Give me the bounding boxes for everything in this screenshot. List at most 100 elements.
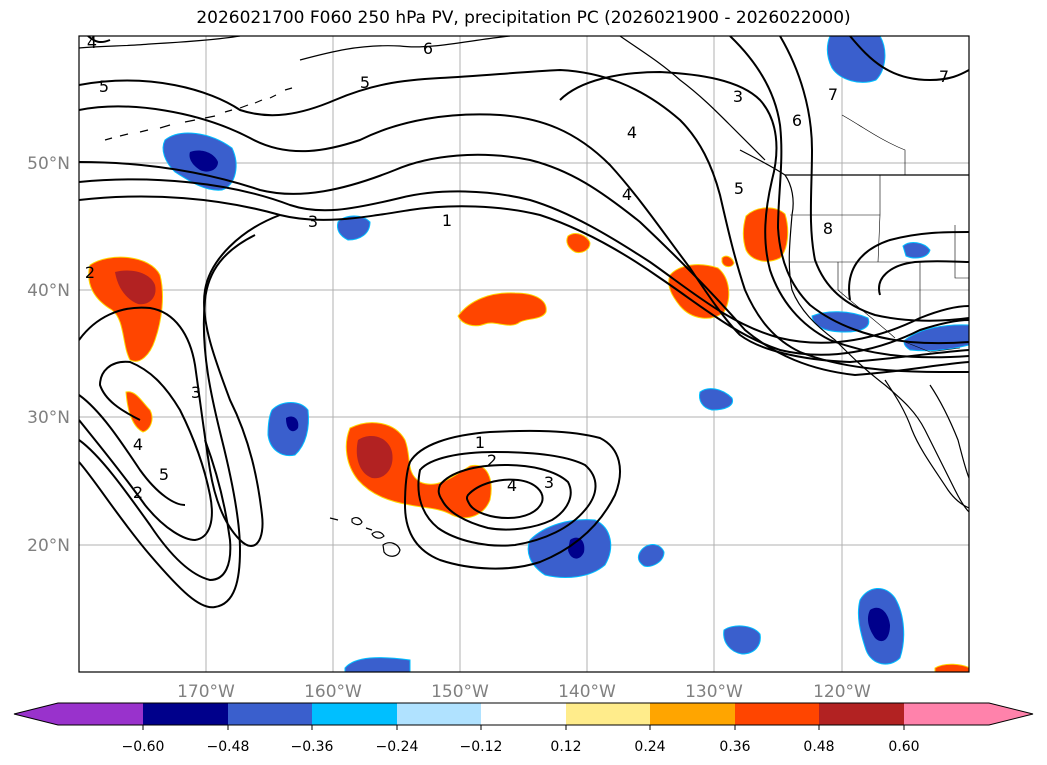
plot-frame [78,35,970,673]
colorbar-segment [312,703,397,725]
colorbar-tick-label: −0.36 [291,739,334,755]
colorbar-segment [904,703,989,725]
lon-label-150w: 150°W [431,682,489,702]
pv-contour-6 [559,70,969,359]
precip-core-central-25n [356,436,393,479]
precip-core-dateline-40n [115,270,156,305]
us-west-coast [788,214,969,513]
pv-contour-9 [849,36,969,82]
pv-contour-16 [79,439,232,582]
contour-label: 5 [159,465,169,484]
colorbar-segment [397,703,481,725]
precip-neg-california [811,311,870,333]
pv-contour-21 [465,478,544,520]
lat-label-40n: 40°N [27,281,70,301]
colorbar-segment [819,703,904,725]
south-alaska-coast [299,36,511,61]
contour-label: 8 [823,219,833,238]
precip-neg-129w-13n [723,625,761,655]
canada-province-border [841,114,906,175]
precip-blob-small-128w [721,255,735,268]
contour-label: 6 [423,39,433,58]
latitude-labels: 50°N 40°N 30°N 20°N [27,154,70,556]
precip-neg-small-nevada [902,242,931,259]
baja-california [884,379,969,509]
colorbar-outline [13,702,1034,726]
pv-contour-4 [79,105,969,364]
precip-neg-north-coast [826,36,886,83]
colorbar-segment [481,703,566,725]
lon-label-120w: 120°W [813,682,871,702]
state-border-interior-3 [954,225,969,279]
contour-label: 1 [475,433,485,452]
colorbar-segment [228,703,312,725]
contour-label: 4 [133,435,143,454]
contour-label: 5 [734,179,744,198]
contour-label: 5 [99,77,109,96]
contour-label: 1 [442,211,452,230]
colorbar-segment [566,703,650,725]
colorbar-extend-high [989,703,1033,725]
precip-neg-117w-core [867,607,890,642]
colorbar-tick-label: 0.36 [719,739,750,755]
us-mexico-border [899,339,961,353]
colorbar-extend-low [14,703,58,725]
precip-blob-141w-43n [566,233,591,253]
aleutian-islands [104,87,293,141]
alaska-panhandle [619,36,766,161]
precip-negative-areas [162,36,969,672]
colorbar-ticks [142,725,905,730]
colorbar-tick-labels: −0.60 −0.48 −0.36 −0.24 −0.12 0.12 0.24 … [122,739,920,755]
precip-neg-160w-45n [337,215,371,241]
contour-labels: 4 5 6 5 7 3 4 3 1 4 5 6 7 8 2 3 4 5 2 1 … [85,33,949,502]
lon-label-130w: 130°W [685,682,743,702]
pv-contour-5 [79,68,969,373]
state-border-interior-1 [877,175,881,263]
precip-neg-south-edge [344,657,411,672]
mexico-mainland-coast [929,384,969,479]
precip-blob-far-se [934,663,969,672]
precip-neg-163w-29n [267,402,309,457]
pv-contour-7 [729,36,969,345]
precip-neg-135w-19n [637,544,665,567]
pv-contour-12 [87,36,111,44]
precip-blob-dateline-31n [125,391,153,433]
contour-label: 5 [360,73,370,92]
longitude-labels: 170°W 160°W 150°W 140°W 130°W 120°W [177,682,871,702]
colorbar-tick-label: 0.24 [634,739,665,755]
pv-contour-14 [79,234,256,609]
colorbar-tick-label: 0.12 [550,739,581,755]
pv-contour-2 [79,178,969,344]
pv-contour-15 [79,360,213,542]
contour-label: 2 [133,483,143,502]
colorbar: −0.60 −0.48 −0.36 −0.24 −0.12 0.12 0.24 … [13,702,1034,755]
contour-label: 4 [627,123,637,142]
contour-label: 2 [487,451,497,470]
pv-contour-17 [79,394,186,506]
precip-blob-132w-40n [668,264,730,319]
colorbar-segment [650,703,735,725]
precip-neg-aleutian-core [189,150,218,172]
lon-label-140w: 140°W [558,682,616,702]
lat-label-30n: 30°N [27,408,70,428]
pv-contour-19 [417,450,597,547]
contour-label: 6 [792,111,802,130]
pv-contour-3 [79,153,969,377]
contour-label: 4 [507,476,517,495]
colorbar-segment [143,703,228,725]
contour-label: 7 [828,85,838,104]
contour-label: 2 [85,263,95,282]
contour-label: 3 [733,87,743,106]
contour-label: 3 [308,212,318,231]
colorbar-tick-label: −0.48 [207,739,250,755]
pv-contour-11 [878,260,969,296]
coastlines [79,36,969,513]
colorbar-segment [58,703,143,725]
contour-label: 4 [87,33,97,52]
contour-label: 3 [544,473,554,492]
precip-blob-central-39n [457,292,547,327]
colorbar-tick-label: −0.24 [376,739,419,755]
colorbar-tick-label: −0.60 [122,739,165,755]
lat-label-20n: 20°N [27,536,70,556]
